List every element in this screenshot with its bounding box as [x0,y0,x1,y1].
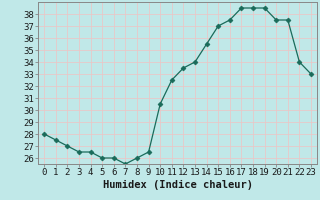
X-axis label: Humidex (Indice chaleur): Humidex (Indice chaleur) [103,180,252,190]
